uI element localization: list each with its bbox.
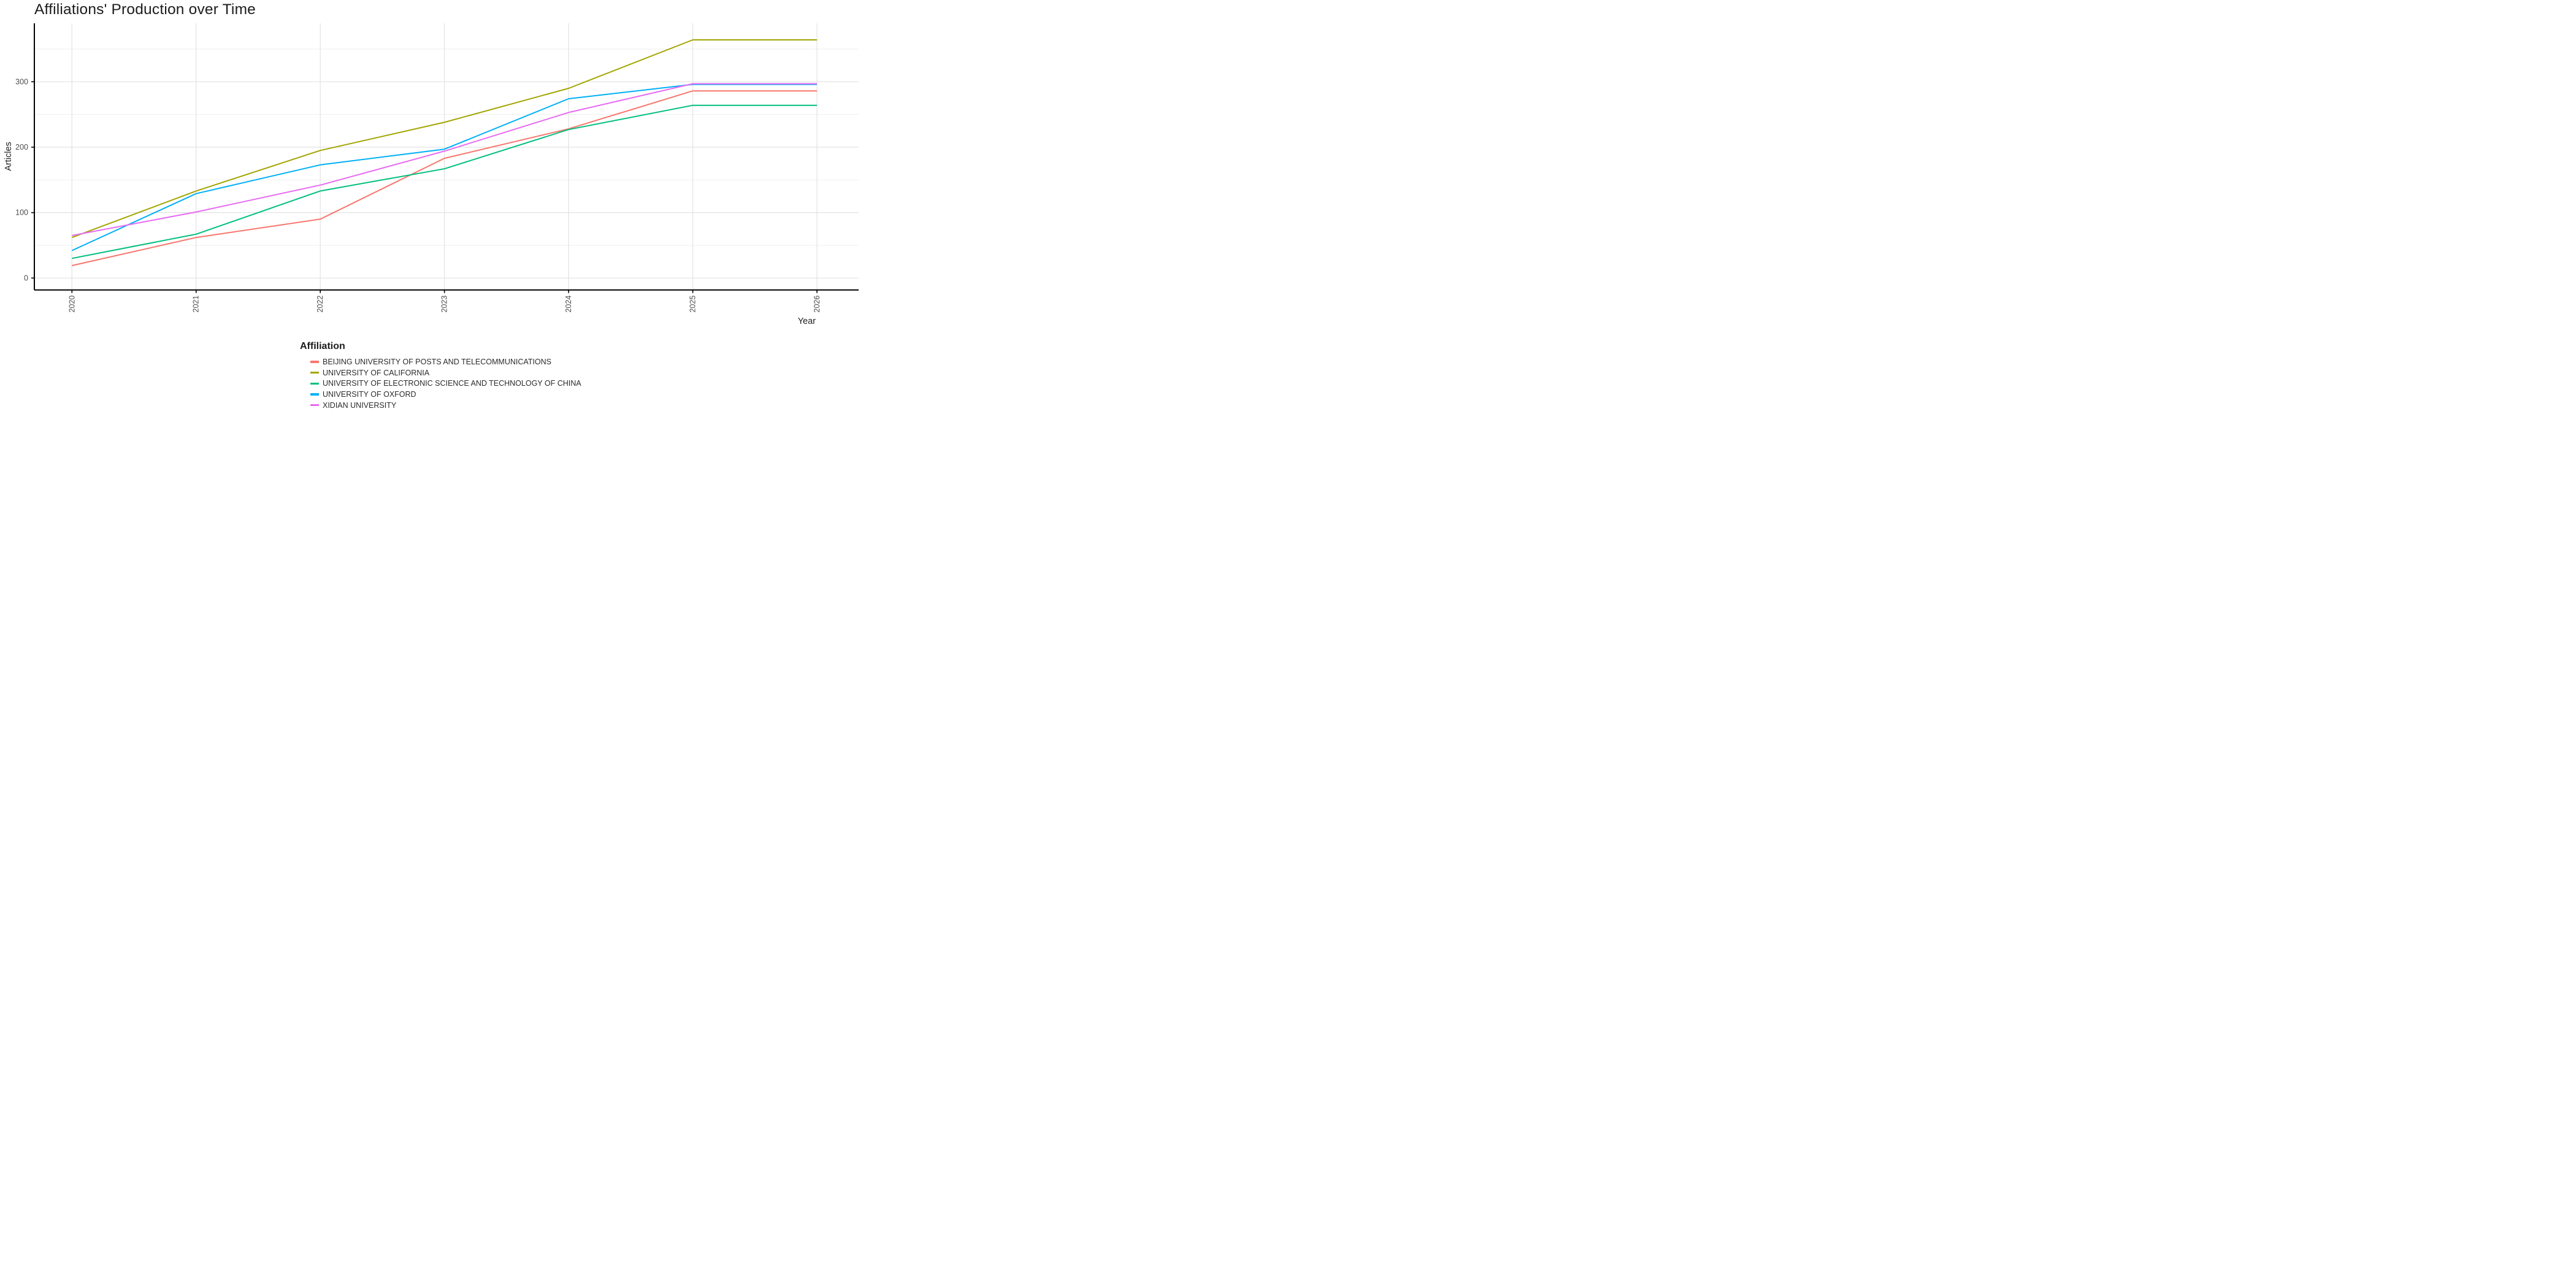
legend-label: UNIVERSITY OF CALIFORNIA — [323, 368, 430, 377]
x-tick-label: 2020 — [67, 296, 76, 313]
series-line-3 — [71, 83, 817, 251]
x-tick-label: 2026 — [813, 296, 821, 313]
axis-lines — [34, 23, 859, 291]
legend-key-line — [310, 361, 319, 363]
legend-item-3: UNIVERSITY OF OXFORD — [310, 389, 581, 400]
legend-key-line — [310, 404, 319, 407]
x-tick-label: 2023 — [440, 296, 449, 313]
legend-key-line — [310, 371, 319, 374]
x-tick-label: 2024 — [564, 296, 573, 313]
legend-title: Affiliation — [300, 341, 345, 351]
y-tick-label: 100 — [15, 209, 28, 217]
chart-container: Affiliations' Production over Time 0 100 2… — [0, 0, 859, 429]
legend-items: BEIJING UNIVERSITY OF POSTS AND TELECOMM… — [300, 356, 581, 410]
axis-ticks — [31, 81, 818, 293]
chart-title: Affiliations' Production over Time — [34, 1, 256, 18]
legend-item-0: BEIJING UNIVERSITY OF POSTS AND TELECOMM… — [310, 356, 581, 367]
x-tick-label: 2022 — [316, 296, 324, 313]
x-axis-title: Year — [798, 316, 816, 326]
series-line-1 — [71, 39, 817, 239]
legend-label: UNIVERSITY OF OXFORD — [323, 389, 416, 399]
major-gridlines — [34, 23, 859, 290]
legend-item-1: UNIVERSITY OF CALIFORNIA — [310, 367, 581, 378]
y-axis-title: Articles — [4, 142, 13, 171]
data-series-lines — [71, 39, 817, 266]
legend-label: UNIVERSITY OF ELECTRONIC SCIENCE AND TEC… — [323, 379, 581, 388]
line-chart-plot: 0 100 200 300 2020 2021 2022 2023 2024 2025 2026 A… — [4, 23, 859, 326]
y-tick-label: 300 — [15, 77, 28, 86]
legend-label: BEIJING UNIVERSITY OF POSTS AND TELECOMM… — [323, 357, 551, 366]
y-tick-label: 200 — [15, 143, 28, 151]
legend-item-4: XIDIAN UNIVERSITY — [310, 400, 581, 411]
legend-key-line — [310, 382, 319, 385]
x-tick-label: 2025 — [689, 296, 697, 313]
axis-tick-labels: 0 100 200 300 2020 2021 2022 2023 2024 2025 2026 — [15, 77, 821, 312]
minor-gridlines — [34, 48, 859, 246]
series-line-2 — [72, 104, 817, 259]
series-line-0 — [72, 90, 817, 266]
x-tick-label: 2021 — [192, 296, 201, 313]
y-tick-label: 0 — [24, 274, 28, 282]
legend: Affiliation BEIJING UNIVERSITY OF POSTS … — [300, 341, 581, 410]
legend-key-line — [310, 393, 319, 396]
legend-label: XIDIAN UNIVERSITY — [323, 401, 397, 410]
legend-item-2: UNIVERSITY OF ELECTRONIC SCIENCE AND TEC… — [310, 378, 581, 389]
series-line-4 — [72, 83, 817, 236]
